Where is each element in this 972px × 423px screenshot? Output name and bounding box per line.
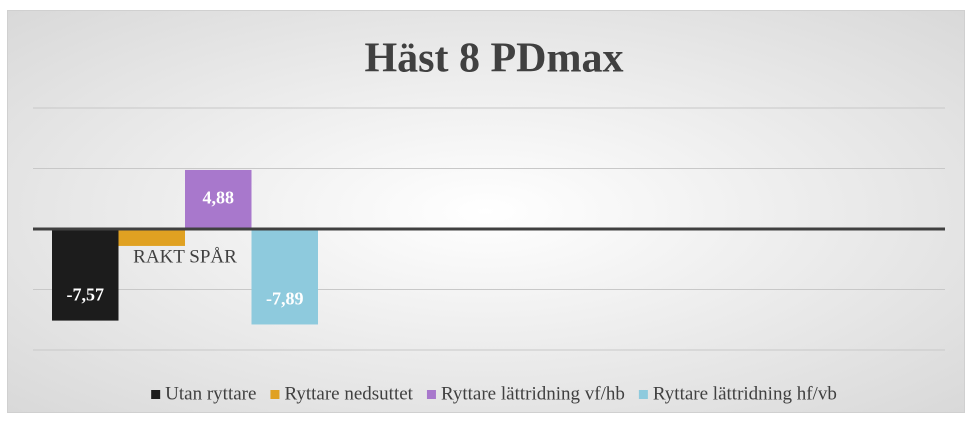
data-label: 4,88 xyxy=(203,188,235,208)
chart-background xyxy=(7,10,965,413)
legend-swatch xyxy=(426,390,436,399)
x-tick-label: RAKT SPÅR xyxy=(133,246,237,267)
data-label: -7,89 xyxy=(266,289,304,309)
legend-label: Ryttare lättridning vf/hb xyxy=(441,383,625,404)
legend-label: Ryttare nedsuttet xyxy=(284,383,413,404)
chart-title: Häst 8 PDmax xyxy=(365,36,624,82)
data-label: -7,57 xyxy=(67,285,105,305)
bar xyxy=(185,169,252,229)
bar xyxy=(251,229,318,325)
legend-label: Ryttare lättridning hf/vb xyxy=(653,383,837,404)
legend-label: Utan ryttare xyxy=(165,383,256,404)
bar xyxy=(118,229,185,246)
bar xyxy=(52,229,119,321)
legend-swatch xyxy=(638,390,648,399)
legend-swatch xyxy=(270,390,280,399)
legend-swatch xyxy=(151,390,161,399)
